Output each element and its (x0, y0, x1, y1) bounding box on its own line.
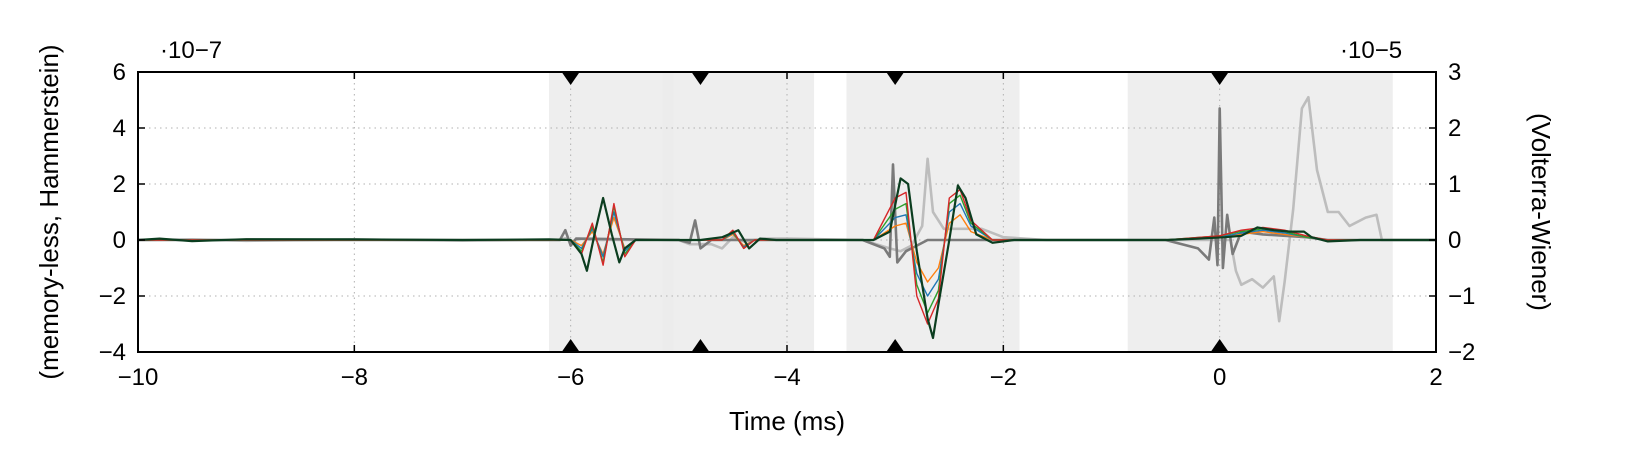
y-right-tick-label-0: −2 (1448, 339, 1475, 366)
right-scale-label: ·10−5 (1340, 37, 1402, 64)
series-lines (137, 95, 1436, 340)
shaded-regions (549, 72, 1393, 352)
marker-bottom-1 (691, 339, 710, 352)
y-axis-label-right: (Volterra-Wiener) (1526, 113, 1556, 311)
y-left-tick-label-3: 2 (113, 171, 126, 198)
series-line-6 (137, 177, 1436, 340)
shaded-region-0 (549, 72, 674, 352)
marker-top-1 (691, 72, 710, 85)
markers (561, 72, 1229, 352)
series-line-5 (138, 188, 1436, 325)
y-right-tick-label-1: −1 (1448, 283, 1475, 310)
marker-bottom-0 (561, 339, 580, 352)
marker-bottom-2 (886, 339, 905, 352)
y-left-tick-label-4: 4 (113, 115, 126, 142)
x-tick-label-2: −6 (557, 364, 584, 391)
left-scale-label: ·10−7 (160, 37, 222, 64)
x-tick-label-1: −8 (341, 364, 368, 391)
shaded-region-1 (662, 72, 815, 352)
marker-top-2 (886, 72, 905, 85)
y-right-tick-label-4: 2 (1448, 115, 1461, 142)
x-tick-label-4: −2 (990, 364, 1017, 391)
y-left-tick-label-0: −4 (99, 339, 126, 366)
marker-top-3 (1210, 72, 1229, 85)
y-left-tick-label-1: −2 (99, 283, 126, 310)
y-left-tick-label-2: 0 (113, 227, 126, 254)
y-right-tick-label-2: 0 (1448, 227, 1461, 254)
x-tick-label-0: −10 (118, 364, 159, 391)
y-right-tick-label-3: 1 (1448, 171, 1461, 198)
marker-bottom-3 (1210, 339, 1229, 352)
y-right-tick-label-5: 3 (1448, 59, 1461, 86)
x-tick-label-5: 0 (1213, 364, 1226, 391)
x-axis-label: Time (ms) (729, 406, 845, 436)
x-tick-label-3: −4 (773, 364, 800, 391)
x-tick-label-6: 2 (1429, 364, 1442, 391)
marker-top-0 (561, 72, 580, 85)
y-left-tick-label-5: 6 (113, 59, 126, 86)
shaded-region-3 (1127, 72, 1393, 352)
y-axis-label-left: (memory-less, Hammerstein) (34, 44, 64, 379)
